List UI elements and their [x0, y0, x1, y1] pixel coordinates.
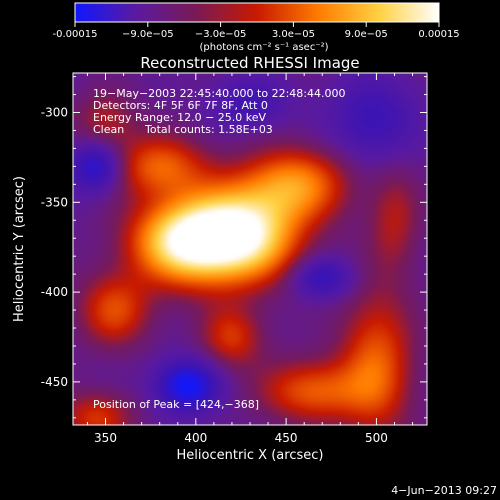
axis-ticks: 350 400 450 500 -300 -350 -400 -450: [41, 73, 427, 445]
time-range-text: 19−May−2003 22:45:40.000 to 22:48:44.000: [93, 87, 346, 100]
x-tick-label: 350: [94, 431, 117, 445]
heatmap-image: [73, 73, 427, 425]
y-axis-label: Heliocentric Y (arcsec): [12, 176, 27, 322]
footer-date: 4−Jun−2013 09:27: [391, 484, 497, 497]
total-counts-text: Total counts: 1.58E+03: [144, 123, 273, 136]
y-tick-label: -400: [41, 285, 68, 299]
x-tick-label: 450: [275, 431, 298, 445]
chart-title: Reconstructed RHESSI Image: [140, 54, 359, 72]
x-axis-label: Heliocentric X (arcsec): [177, 448, 324, 463]
clean-label: Clean: [93, 123, 124, 136]
y-tick-label: -450: [41, 375, 68, 389]
peak-position-text: Position of Peak = [424,−368]: [93, 398, 259, 411]
colorbar-tick-label: −9.0e−05: [122, 29, 174, 40]
colorbar-ticks: -0.00015 −9.0e−05 −3.0e−05 3.0e−05 9.0e−05 0.…: [53, 22, 460, 40]
x-tick-label: 400: [184, 431, 207, 445]
detectors-text: Detectors: 4F 5F 6F 7F 8F, Att 0: [93, 99, 268, 112]
x-tick-label: 500: [365, 431, 388, 445]
y-tick-label: -350: [41, 195, 68, 209]
colorbar: [74, 2, 440, 23]
colorbar-tick-label: 3.0e−05: [272, 29, 315, 40]
colorbar-tick-label: 9.0e−05: [345, 29, 388, 40]
colorbar-tick-label: 0.00015: [418, 29, 459, 40]
colorbar-tick-label: -0.00015: [53, 29, 98, 40]
energy-range-text: Energy Range: 12.0 − 25.0 keV: [93, 111, 267, 124]
colorbar-tick-label: −3.0e−05: [195, 29, 247, 40]
colorbar-unit-label: (photons cm⁻² s⁻¹ asec⁻²): [199, 42, 328, 53]
y-tick-label: -300: [41, 106, 68, 120]
